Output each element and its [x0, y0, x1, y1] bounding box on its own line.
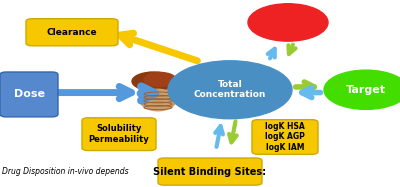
Circle shape: [248, 4, 328, 41]
Text: Dose: Dose: [14, 89, 44, 99]
Text: Target: Target: [346, 85, 386, 95]
Text: Total
Concentration: Total Concentration: [194, 80, 266, 99]
Ellipse shape: [140, 89, 176, 111]
FancyBboxPatch shape: [158, 158, 262, 185]
Text: Clearance: Clearance: [47, 28, 97, 37]
Text: Silent Binding Sites:: Silent Binding Sites:: [154, 167, 266, 177]
Text: Solubility
Permeability: Solubility Permeability: [89, 125, 149, 144]
Circle shape: [168, 61, 292, 119]
Ellipse shape: [132, 72, 176, 91]
FancyBboxPatch shape: [26, 19, 118, 46]
FancyBboxPatch shape: [0, 72, 58, 117]
Text: logK HSA
logK AGP
logK IAM: logK HSA logK AGP logK IAM: [265, 122, 305, 152]
Ellipse shape: [144, 73, 176, 87]
Text: Drug Disposition in-vivo depends: Drug Disposition in-vivo depends: [2, 167, 129, 176]
FancyBboxPatch shape: [252, 120, 318, 154]
Circle shape: [324, 70, 400, 109]
FancyBboxPatch shape: [82, 118, 156, 151]
